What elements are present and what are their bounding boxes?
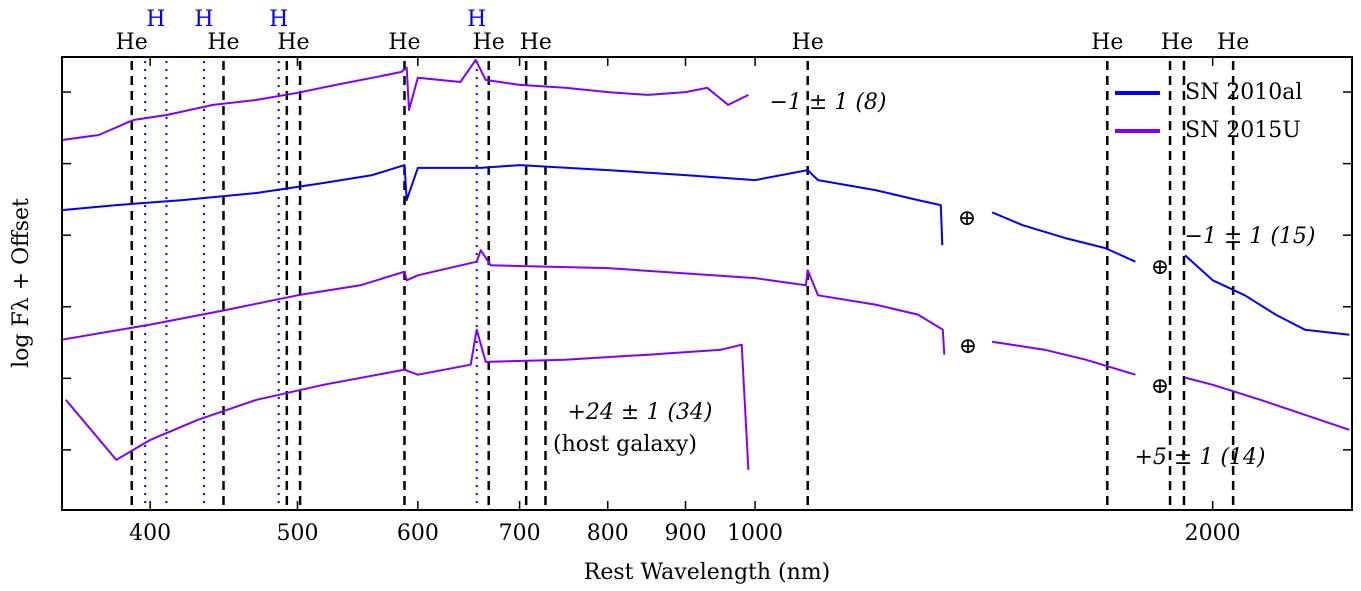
spectrum-line [61, 164, 1350, 336]
x-tick-label: 2000 [1185, 521, 1241, 546]
series-label: +5 ± 1 (14) [1134, 445, 1265, 470]
series-label: −1 ± 1 (8) [769, 90, 886, 115]
x-tick-label: 500 [276, 521, 318, 546]
x-tick-label: 400 [129, 521, 171, 546]
line-id-label: He [473, 30, 505, 55]
line-id-label: He [388, 30, 420, 55]
legend-label: SN 2015U [1185, 118, 1301, 143]
line-id-label: H [467, 7, 486, 32]
line-id-label: H [146, 7, 165, 32]
line-id-label: He [277, 30, 309, 55]
y-axis-label: log Fλ + Offset [9, 198, 34, 368]
telluric-symbol: ⊕ [1151, 374, 1169, 399]
line-id-label: He [520, 30, 552, 55]
line-id-label: He [207, 30, 239, 55]
x-tick-label: 700 [499, 521, 541, 546]
plot-frame [61, 56, 1353, 511]
line-id-label: He [116, 30, 148, 55]
series-note: (host galaxy) [553, 432, 697, 457]
telluric-symbol: ⊕ [959, 334, 977, 359]
series-label: −1 ± 1 (15) [1184, 224, 1315, 249]
legend-label: SN 2010al [1185, 80, 1302, 105]
line-id-label: H [194, 7, 213, 32]
spectrum-line [61, 58, 749, 141]
spectrum-line [61, 249, 1350, 431]
telluric-symbol: ⊕ [1151, 255, 1169, 280]
line-id-label: He [1217, 30, 1249, 55]
x-axis-label: Rest Wavelength (nm) [584, 560, 830, 585]
x-tick-label: 800 [587, 521, 629, 546]
line-id-label: He [1091, 30, 1123, 55]
x-tick-label: 900 [665, 521, 707, 546]
spectrum-line [65, 328, 750, 470]
line-id-label: He [1161, 30, 1193, 55]
x-tick-label: 1000 [727, 521, 783, 546]
telluric-symbol: ⊕ [958, 206, 976, 231]
series-label: +24 ± 1 (34) [568, 400, 713, 425]
line-id-label: H [269, 7, 288, 32]
x-tick-label: 600 [397, 521, 439, 546]
line-id-label: He [792, 30, 824, 55]
